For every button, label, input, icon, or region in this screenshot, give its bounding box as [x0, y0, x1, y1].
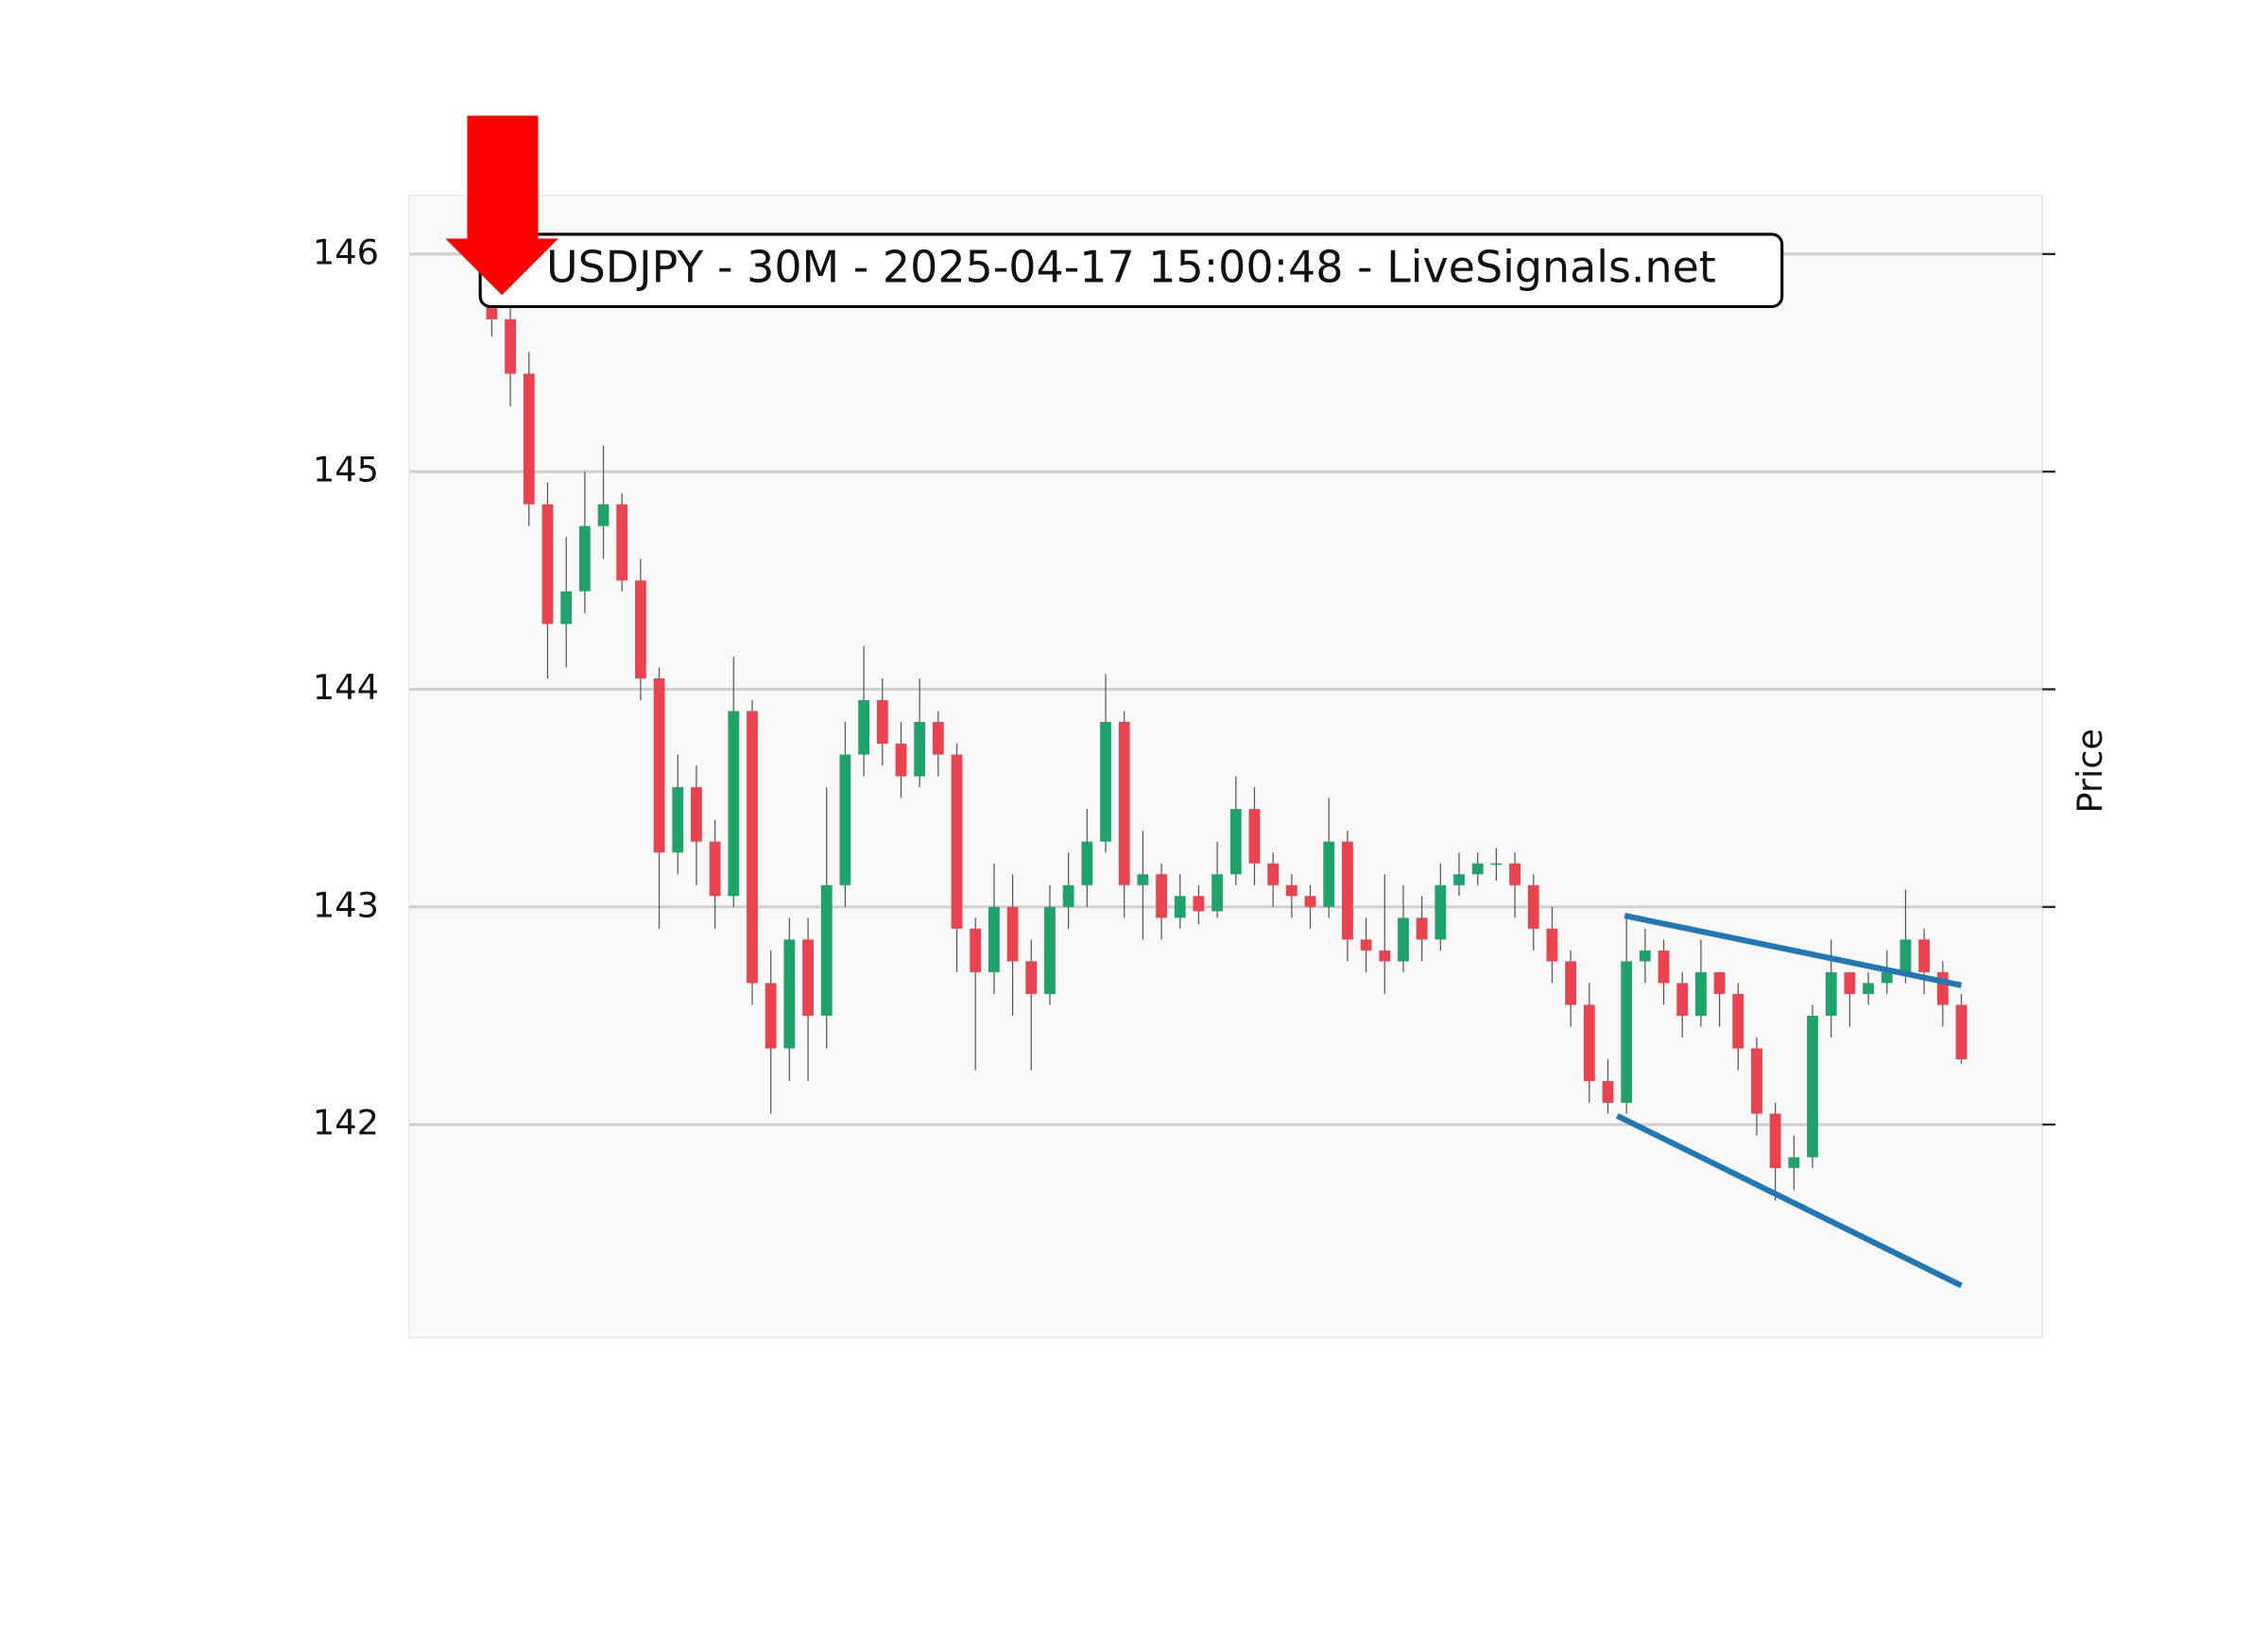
candle-body	[1100, 722, 1111, 842]
candle-body	[914, 722, 926, 777]
candle-body	[1918, 939, 1931, 972]
candle-body	[1583, 1004, 1595, 1082]
candle-body	[1416, 918, 1428, 940]
candle-body	[1062, 884, 1074, 907]
candle-body	[1471, 863, 1484, 875]
candle-body	[578, 525, 591, 592]
candle-body	[858, 699, 870, 755]
candle-body	[1453, 874, 1465, 885]
candle-body	[1398, 918, 1409, 962]
candle-body	[1248, 809, 1261, 864]
y-axis-label: Price	[2070, 729, 2110, 814]
candle-body	[1769, 1113, 1781, 1169]
candle-body	[1844, 971, 1856, 994]
candle-body	[523, 373, 535, 505]
candle-body	[932, 722, 944, 755]
trendline	[1624, 912, 1963, 988]
y-tick-label: 145	[313, 450, 379, 490]
candle-body	[951, 754, 963, 929]
candle-body	[783, 939, 796, 1049]
arrow-shaft	[467, 115, 539, 241]
candle-body	[1360, 939, 1372, 951]
chart-title: USDJPY - 30M - 2025-04-17 15:00:48 - Liv…	[546, 242, 1716, 293]
candle-body	[1118, 722, 1130, 885]
candle-body	[1006, 906, 1019, 962]
candle-body	[728, 711, 740, 897]
candle-body	[560, 591, 573, 625]
candle-body	[1193, 896, 1205, 912]
signal-arrow	[445, 115, 558, 296]
candle-body	[1955, 1004, 1967, 1060]
candle-body	[1639, 950, 1651, 962]
candle-body	[505, 318, 516, 374]
candle-body	[1751, 1048, 1762, 1114]
candle-body	[1285, 884, 1297, 897]
candle-body	[1713, 971, 1726, 994]
candle-body	[634, 580, 646, 678]
candle-body	[672, 787, 684, 853]
candle-body	[1379, 950, 1391, 962]
y-tick-label: 142	[313, 1103, 379, 1143]
candle-body	[1304, 896, 1316, 907]
y-tick-label: 144	[313, 667, 379, 708]
candle-body	[1807, 1015, 1818, 1158]
candle-body	[988, 906, 1000, 972]
candle-body	[691, 787, 702, 842]
candle-body	[1527, 884, 1539, 929]
candle-body	[1509, 863, 1521, 885]
candle-body	[1323, 841, 1335, 907]
candle-body	[1825, 971, 1837, 1016]
candle-body	[1936, 971, 1949, 1005]
candle-body	[541, 504, 554, 625]
candle-body	[802, 939, 814, 1016]
arrow-head	[445, 238, 558, 296]
candle-body	[1676, 983, 1689, 1016]
candle-body	[1137, 874, 1149, 885]
candle-body	[1490, 863, 1503, 866]
candle-body	[1174, 896, 1186, 918]
candle-body	[1732, 993, 1744, 1049]
y-tick-label: 146	[313, 232, 379, 272]
candle-body	[1621, 961, 1633, 1104]
candle-body	[1788, 1157, 1800, 1169]
y-tick-label: 143	[313, 884, 379, 925]
candle-body	[839, 754, 851, 885]
candle-body	[1546, 928, 1558, 962]
candle-body	[1044, 906, 1056, 994]
candle-body	[1229, 809, 1242, 875]
candle-body	[1156, 874, 1167, 918]
candle-body	[1863, 983, 1874, 994]
candle-body	[970, 928, 982, 972]
candle-body	[876, 699, 888, 745]
candle-body	[1602, 1081, 1614, 1104]
candle-body	[747, 711, 758, 984]
candle-body	[1025, 961, 1038, 994]
trendline	[1615, 1113, 1963, 1289]
candle-body	[1342, 841, 1353, 940]
candle-body	[1211, 874, 1224, 912]
candle-body	[1081, 841, 1093, 885]
candle-body	[895, 744, 907, 777]
candle-body	[765, 983, 777, 1049]
candle-body	[1267, 863, 1280, 885]
candle-body	[597, 504, 610, 526]
candle-body	[1565, 961, 1577, 1005]
candle-body	[820, 884, 833, 1016]
candle-body	[1695, 971, 1707, 1016]
candle-body	[616, 504, 628, 581]
candle-body	[1435, 884, 1447, 940]
candle-body	[1899, 939, 1912, 972]
trendlines	[1615, 912, 1963, 1289]
candle-body	[709, 841, 721, 897]
candle-body	[653, 678, 665, 853]
candle-body	[1881, 971, 1893, 984]
candle-body	[1658, 950, 1670, 984]
